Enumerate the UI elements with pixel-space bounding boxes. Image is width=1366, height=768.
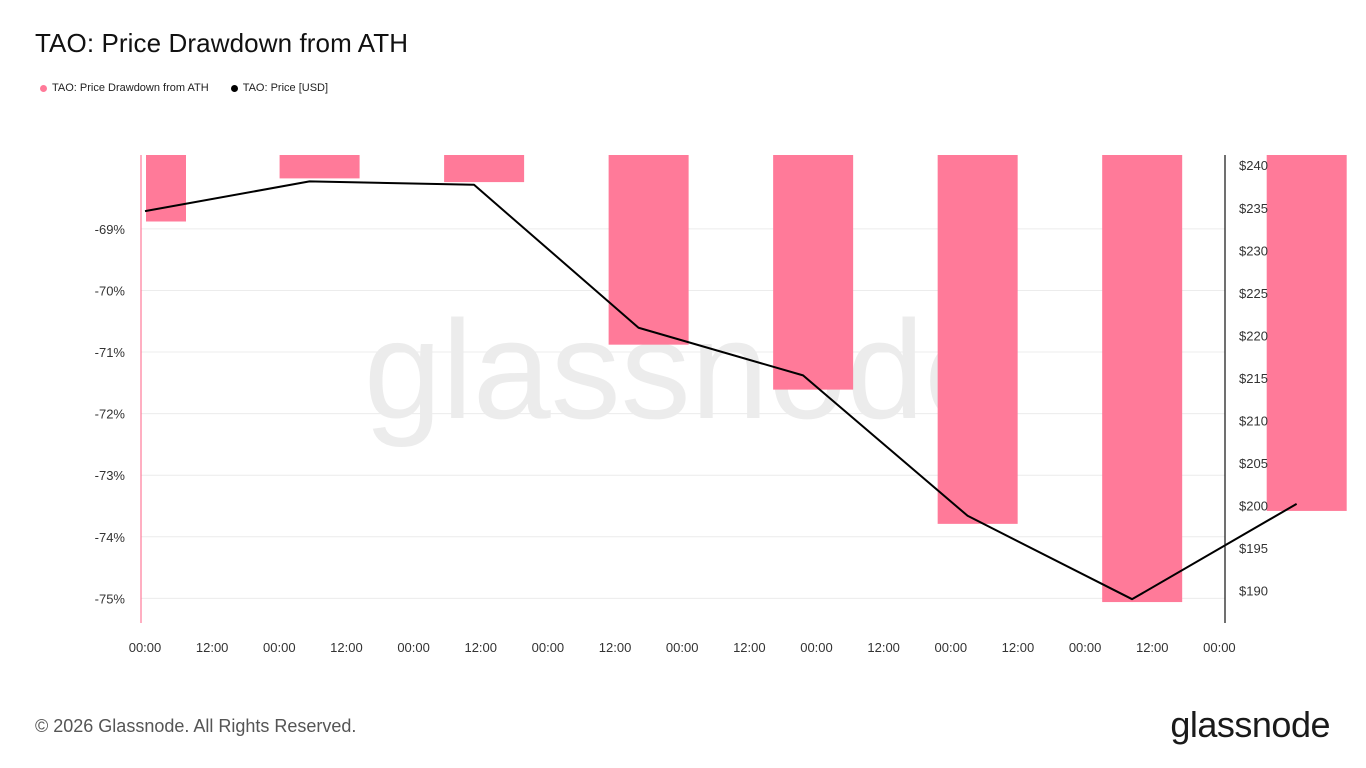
copyright-text: © 2026 Glassnode. All Rights Reserved. [35,716,357,736]
y-left-tick-label-3: -72% [95,407,126,422]
legend-label-price: TAO: Price [USD] [242,82,329,94]
y-left-tick-label-2: -71% [95,345,126,360]
y-left-tick-label-0: -69% [95,222,126,237]
y-right-tick-label-2: $230 [1239,243,1268,258]
x-tick-label-3: 12:00 [330,640,363,655]
x-tick-label-12: 00:00 [935,640,968,655]
drawdown-bar-5 [937,155,1018,524]
bar-layer [146,155,1347,603]
y-right-tick-label-1: $235 [1239,201,1268,216]
legend-item-price[interactable]: TAO: Price [USD] [230,82,329,94]
y-left-tick-label-4: -73% [95,468,126,483]
y-right-tick-label-4: $220 [1239,328,1268,343]
y-right-tick-label-3: $225 [1239,286,1268,301]
x-tick-label-6: 00:00 [532,640,565,655]
x-tick-label-5: 12:00 [464,640,497,655]
x-tick-label-9: 12:00 [733,640,766,655]
drawdown-bar-6 [1102,155,1183,603]
x-tick-label-8: 00:00 [666,640,699,655]
x-tick-label-10: 00:00 [800,640,833,655]
y-right-tick-label-7: $205 [1239,456,1268,471]
x-tick-label-11: 12:00 [867,640,900,655]
y-right-tick-label-9: $195 [1239,541,1268,556]
price-line [144,180,1298,601]
legend-label-drawdown: TAO: Price Drawdown from ATH [52,82,209,94]
y-right-tick-label-0: $240 [1239,158,1268,173]
x-tick-label-2: 00:00 [263,640,296,655]
y-right-tick-label-8: $200 [1239,499,1268,514]
x-tick-label-1: 12:00 [196,640,229,655]
x-tick-label-4: 00:00 [397,640,430,655]
drawdown-bar-1 [279,155,360,179]
x-tick-label-15: 12:00 [1136,640,1169,655]
x-tick-label-13: 12:00 [1002,640,1035,655]
legend-item-drawdown[interactable]: TAO: Price Drawdown from ATH [40,82,209,94]
y-left-tick-label-5: -74% [95,530,126,545]
chart-legend: TAO: Price Drawdown from ATH TAO: Price … [40,82,328,94]
line-layer [144,180,1298,601]
drawdown-bar-0 [146,155,186,222]
y-right-tick-label-10: $190 [1239,584,1268,599]
y-right-tick-label-6: $210 [1239,413,1268,428]
x-tick-label-0: 00:00 [129,640,162,655]
drawdown-bar-4 [773,155,854,390]
y-left-tick-label-6: -75% [95,591,126,606]
x-tick-label-7: 12:00 [599,640,632,655]
axis-layer [140,155,1226,623]
y-right-tick-label-5: $215 [1239,371,1268,386]
drawdown-bar-7 [1266,155,1347,511]
tick-layer: -69% -70% -71% -72% -73% -74% -75% $240 $235 $230… [95,158,1268,655]
legend-dot-price [230,84,238,92]
x-tick-label-14: 00:00 [1069,640,1102,655]
drawdown-bar-3 [608,155,689,345]
drawdown-bar-2 [444,155,525,183]
legend-dot-drawdown [40,84,47,92]
y-left-tick-label-1: -70% [95,283,126,298]
chart-title: TAO: Price Drawdown from ATH [35,28,409,58]
glassnode-logo[interactable]: glassnode [1170,704,1330,745]
x-tick-label-16: 00:00 [1203,640,1236,655]
grid-layer [141,228,1225,599]
